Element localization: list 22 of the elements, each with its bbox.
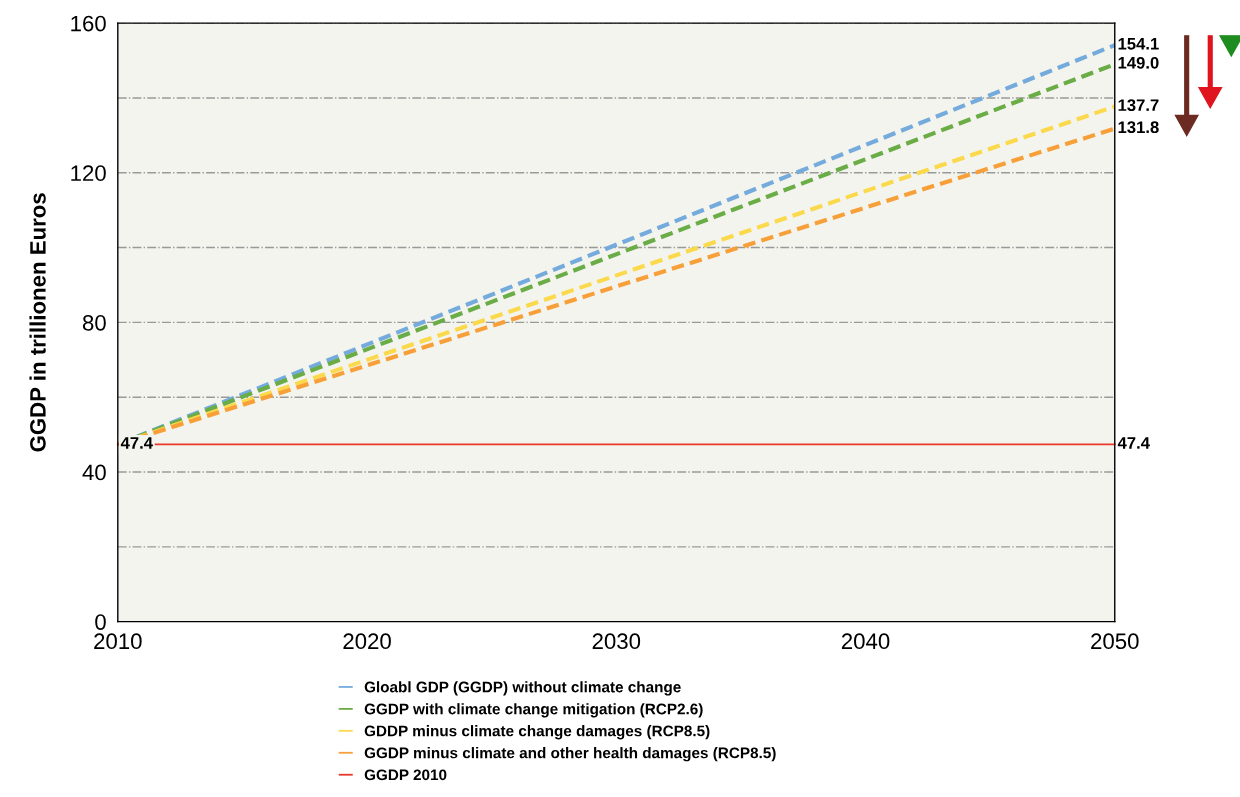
legend-label: GGDP 2010 bbox=[364, 769, 447, 781]
y-tick-label: 120 bbox=[71, 165, 106, 182]
x-tick-label: 2050 bbox=[1091, 633, 1139, 650]
y-tick-label: 160 bbox=[71, 15, 106, 32]
x-tick-label: 2010 bbox=[94, 633, 142, 650]
data-label: 154.1 bbox=[1118, 38, 1159, 50]
data-label: 149.0 bbox=[1118, 56, 1159, 69]
x-tick-label: 2020 bbox=[343, 633, 391, 650]
data-label: 131.8 bbox=[1118, 121, 1159, 134]
y-axis-title: GGDP in trillionen Euros bbox=[29, 193, 46, 452]
x-tick-label: 2030 bbox=[592, 633, 641, 650]
data-label: 137.7 bbox=[1118, 99, 1159, 112]
legend-label: GGDP with climate change mitigation (RCP2.6) bbox=[364, 703, 703, 718]
legend-label: GGDP minus climate and other health damages (RCP8.5) bbox=[364, 747, 776, 762]
data-label: 47.4 bbox=[120, 437, 153, 449]
legend-label: Gloabl GDP (GGDP) without climate change bbox=[364, 681, 681, 696]
data-label: 47.4 bbox=[1117, 437, 1150, 449]
y-tick-label: 80 bbox=[82, 314, 106, 331]
y-tick-label: 40 bbox=[82, 464, 106, 481]
legend-label: GDDP minus climate change damages (RCP8.5) bbox=[364, 725, 710, 740]
y-tick-label: 0 bbox=[95, 614, 106, 630]
x-tick-label: 2040 bbox=[841, 633, 890, 650]
